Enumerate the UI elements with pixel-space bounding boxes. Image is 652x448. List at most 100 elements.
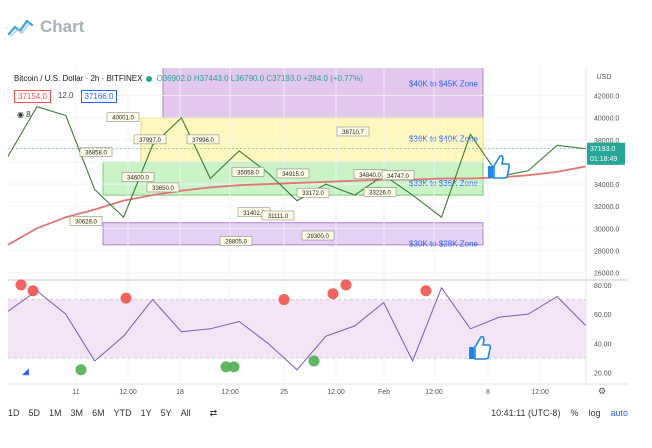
price-annotation-box[interactable] bbox=[336, 126, 370, 137]
overbought-marker[interactable] bbox=[278, 294, 290, 306]
oversold-marker[interactable] bbox=[220, 361, 232, 373]
chart-header: Chart bbox=[8, 14, 84, 40]
price-annotation-box[interactable] bbox=[79, 147, 113, 157]
price-annotation-box[interactable] bbox=[261, 210, 295, 221]
price-annotation-box[interactable] bbox=[121, 172, 155, 182]
chart-logo-icon bbox=[8, 19, 34, 37]
price-annotation: 34600.0 bbox=[127, 175, 149, 181]
price-tick-label[interactable]: 38000.0 bbox=[594, 138, 619, 145]
price-annotation: 33226.0 bbox=[369, 191, 391, 197]
tradingview-chart[interactable]: $40K to $45K Zone $36K to $40K Zone $33K t… bbox=[7, 61, 628, 408]
spread-value: 12.0 bbox=[54, 90, 77, 103]
zone-box[interactable] bbox=[162, 61, 484, 119]
price-annotation-box[interactable] bbox=[381, 170, 415, 181]
settings-icon[interactable]: ⚙ bbox=[598, 386, 606, 396]
overbought-marker[interactable] bbox=[420, 285, 432, 297]
log-toggle[interactable]: log bbox=[588, 408, 601, 418]
price-annotation: 36858.0 bbox=[85, 150, 107, 156]
chart-legend: Bitcoin / U.S. Dollar · 2h · BITFINEX O3… bbox=[14, 74, 363, 83]
overbought-marker[interactable] bbox=[120, 292, 132, 304]
time-tick-label[interactable]: 12:00 bbox=[221, 389, 239, 396]
timeframe-button[interactable]: 1M bbox=[49, 408, 62, 418]
timeframe-button[interactable]: 3M bbox=[70, 408, 84, 418]
price-tick-label[interactable]: 28000.0 bbox=[594, 248, 619, 255]
price-annotation: 33172.0 bbox=[302, 191, 324, 197]
overbought-marker[interactable] bbox=[15, 279, 27, 291]
oversold-marker[interactable] bbox=[75, 364, 87, 376]
thumbs-up-icon bbox=[488, 155, 511, 179]
date-range-icon[interactable]: ⇄ bbox=[209, 407, 218, 418]
price-annotation-box[interactable] bbox=[276, 168, 310, 179]
price-annotation: 28805.0 bbox=[225, 239, 247, 245]
rsi-tick-label[interactable]: 80.00 bbox=[594, 283, 612, 290]
timeframe-button[interactable]: 5Y bbox=[160, 408, 172, 418]
price-tick-label[interactable]: 30000.0 bbox=[594, 226, 619, 233]
price-annotation: 34747.0 bbox=[387, 174, 409, 180]
price-tick-label[interactable]: 34000.0 bbox=[594, 182, 619, 189]
price-annotation-box[interactable] bbox=[301, 230, 335, 241]
rsi-tick-label[interactable]: 60.00 bbox=[594, 312, 612, 319]
price-annotation-box[interactable] bbox=[296, 187, 330, 198]
overbought-marker[interactable] bbox=[27, 285, 39, 297]
price-tick-label[interactable]: 26000.0 bbox=[594, 270, 619, 277]
page-title: Chart bbox=[40, 17, 85, 36]
chart-canvas[interactable]: $40K to $45K Zone $36K to $40K Zone $33K t… bbox=[7, 61, 628, 408]
overbought-marker[interactable] bbox=[340, 279, 352, 291]
price-annotation-box[interactable] bbox=[231, 167, 265, 177]
timeframe-button[interactable]: 1Y bbox=[140, 408, 152, 418]
time-tick-label[interactable]: 25 bbox=[280, 389, 288, 396]
price-annotation-box[interactable] bbox=[146, 182, 180, 193]
zone-label: $36K to $40K Zone bbox=[409, 135, 478, 144]
time-tick-label[interactable]: Feb bbox=[378, 389, 390, 396]
time-tick-label[interactable]: 12:00 bbox=[531, 389, 549, 396]
zone-label: $30K to $28K Zone bbox=[409, 240, 478, 249]
time-tick-label[interactable]: 11 bbox=[72, 389, 79, 396]
time-tick-label[interactable]: 18 bbox=[176, 389, 184, 396]
time-tick-label[interactable]: 12:00 bbox=[327, 389, 345, 396]
countdown-label: 01:18:49 bbox=[590, 156, 617, 163]
price-annotation-box[interactable] bbox=[69, 216, 103, 226]
rsi-tick-label[interactable]: 40.00 bbox=[594, 341, 612, 348]
timeframe-button[interactable]: All bbox=[180, 408, 191, 418]
indicator-count[interactable]: ◉ 8 bbox=[17, 110, 31, 119]
oversold-marker[interactable] bbox=[308, 355, 320, 367]
price-annotation-box[interactable] bbox=[363, 187, 397, 197]
price-annotation-box[interactable] bbox=[133, 134, 167, 145]
eye-icon: ◉ bbox=[17, 110, 27, 119]
price-tick-label[interactable]: 40000.0 bbox=[594, 116, 619, 123]
zone-label: $33K to $36K Zone bbox=[409, 179, 478, 188]
rsi-line bbox=[7, 286, 587, 371]
overbought-marker[interactable] bbox=[327, 288, 339, 300]
tradingview-logo-icon[interactable]: ◢ bbox=[22, 366, 29, 376]
sell-price-tag[interactable]: 37154.0 bbox=[14, 90, 51, 103]
symbol-title[interactable]: Bitcoin / U.S. Dollar · 2h · BITFINEX bbox=[14, 74, 143, 83]
timeframe-button[interactable]: 6M bbox=[92, 408, 105, 418]
price-annotation: 30628.0 bbox=[75, 219, 97, 225]
price-annotation: 34840.0 bbox=[359, 173, 381, 179]
clock-readout[interactable]: 10:41:11 (UTC-8) bbox=[491, 408, 561, 418]
timeframe-button[interactable]: 5D bbox=[28, 408, 41, 418]
timeframe-button[interactable]: YTD bbox=[113, 408, 132, 418]
price-annotation: 37997.0 bbox=[139, 138, 161, 144]
time-tick-label[interactable]: 8 bbox=[486, 389, 490, 396]
buy-price-tag[interactable]: 37166.0 bbox=[80, 90, 118, 103]
auto-toggle[interactable]: auto bbox=[610, 408, 628, 418]
price-annotation-box[interactable] bbox=[106, 112, 140, 122]
price-tick-label[interactable]: 42000.0 bbox=[594, 94, 619, 101]
time-tick-label[interactable]: 12:00 bbox=[425, 389, 443, 396]
price-annotation: 40001.0 bbox=[112, 116, 134, 122]
rsi-tick-label[interactable]: 20.00 bbox=[594, 371, 612, 378]
price-annotation: 33650.0 bbox=[152, 186, 174, 192]
last-price-badge[interactable] bbox=[587, 142, 625, 165]
percent-toggle[interactable]: % bbox=[570, 408, 579, 418]
time-tick-label[interactable]: 12:00 bbox=[119, 389, 137, 396]
timeframe-button[interactable]: 1D bbox=[8, 408, 20, 418]
price-tick-label[interactable]: 32000.0 bbox=[594, 204, 619, 211]
price-annotation-box[interactable] bbox=[186, 134, 220, 145]
price-annotation: 31111.0 bbox=[268, 214, 289, 220]
ohlc-values: O36902.0 H37443.0 L36790.0 C37193.0 +284… bbox=[156, 74, 363, 83]
oversold-marker[interactable] bbox=[228, 361, 240, 373]
rsi-band bbox=[8, 299, 586, 359]
price-annotation-box[interactable] bbox=[219, 236, 253, 246]
axis-currency[interactable]: USD bbox=[597, 74, 612, 81]
